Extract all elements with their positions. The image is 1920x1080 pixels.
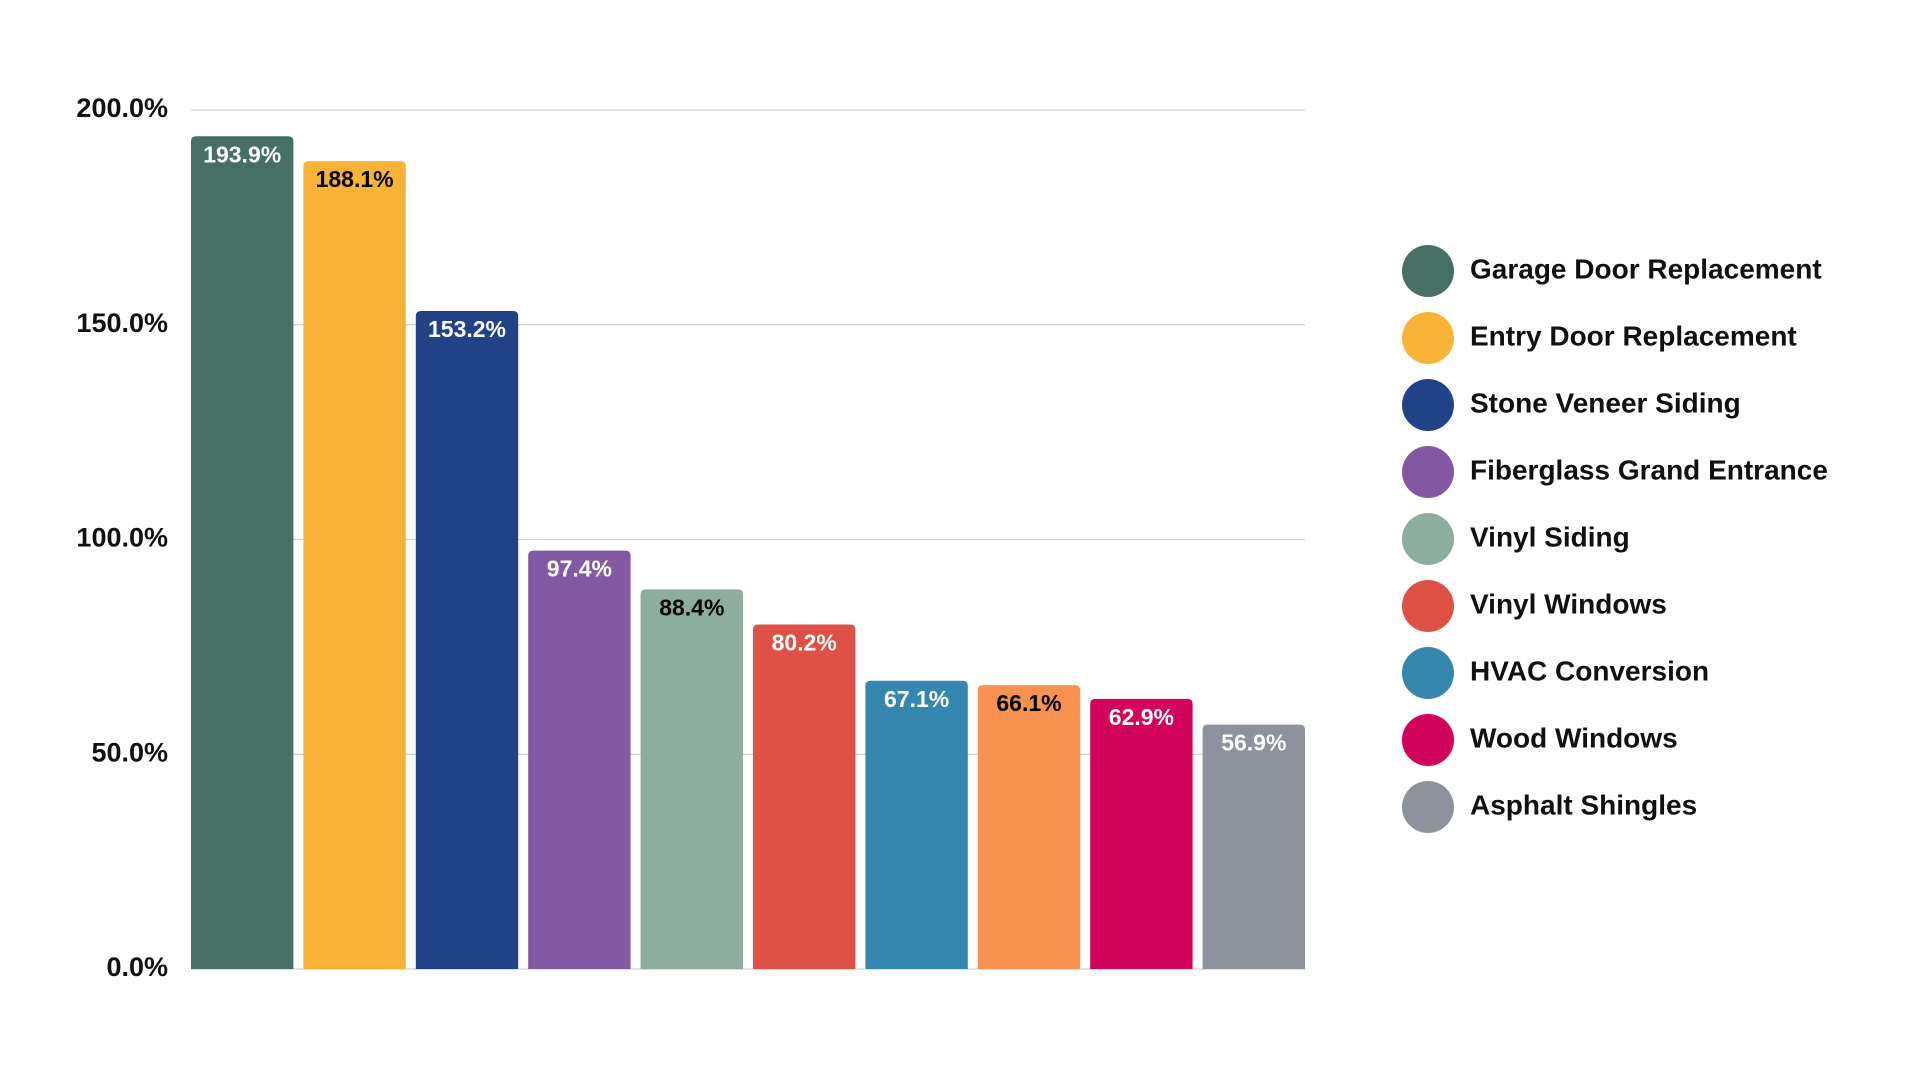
legend-label: Entry Door Replacement bbox=[1470, 320, 1797, 351]
bar bbox=[977, 685, 1081, 969]
legend-swatch bbox=[1402, 647, 1454, 699]
legend-label: HVAC Conversion bbox=[1470, 655, 1709, 686]
bar bbox=[303, 161, 406, 970]
data-label: 97.4% bbox=[547, 556, 612, 582]
legend-label: Wood Windows bbox=[1470, 722, 1678, 753]
bar bbox=[865, 680, 968, 969]
legend-label: Vinyl Siding bbox=[1470, 521, 1630, 552]
data-label: 88.4% bbox=[659, 594, 724, 620]
bar bbox=[415, 311, 519, 970]
legend-swatch bbox=[1402, 379, 1454, 431]
y-tick-label: 150.0% bbox=[76, 308, 168, 338]
legend-label: Fiberglass Grand Entrance bbox=[1470, 454, 1828, 485]
bar bbox=[191, 136, 294, 970]
legend-swatch bbox=[1402, 781, 1454, 833]
data-label: 80.2% bbox=[772, 630, 837, 656]
legend-swatch bbox=[1402, 312, 1454, 364]
data-label: 188.1% bbox=[316, 166, 394, 192]
y-tick-label: 100.0% bbox=[76, 523, 168, 553]
bar bbox=[528, 550, 631, 969]
data-label: 193.9% bbox=[203, 141, 281, 167]
legend-swatch bbox=[1402, 714, 1454, 766]
data-label: 67.1% bbox=[884, 686, 949, 712]
legend-swatch bbox=[1402, 446, 1454, 498]
data-label: 62.9% bbox=[1109, 704, 1174, 730]
y-tick-label: 0.0% bbox=[106, 952, 168, 982]
y-tick-label: 200.0% bbox=[76, 93, 168, 123]
bar bbox=[1090, 698, 1193, 969]
data-label: 56.9% bbox=[1221, 730, 1286, 756]
data-label: 66.1% bbox=[996, 690, 1061, 716]
legend-label: Stone Veneer Siding bbox=[1470, 387, 1741, 418]
legend-swatch bbox=[1402, 580, 1454, 632]
bar bbox=[1202, 724, 1305, 969]
legend-label: Garage Door Replacement bbox=[1470, 253, 1822, 284]
legend-swatch bbox=[1402, 513, 1454, 565]
bar bbox=[753, 624, 856, 969]
legend-swatch bbox=[1402, 245, 1454, 297]
legend-label: Vinyl Windows bbox=[1470, 588, 1667, 619]
legend-label: Asphalt Shingles bbox=[1470, 789, 1697, 820]
bar bbox=[640, 589, 743, 969]
data-label: 153.2% bbox=[428, 316, 506, 342]
y-tick-label: 50.0% bbox=[91, 737, 168, 767]
